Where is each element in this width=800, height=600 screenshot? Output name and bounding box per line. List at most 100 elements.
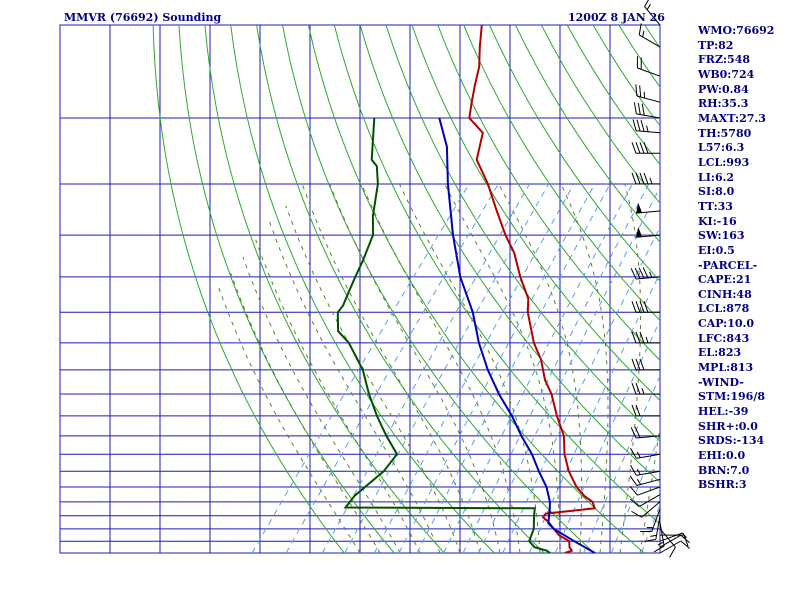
index-value: MPL:813: [698, 361, 754, 375]
index-value: BRN:7.0: [698, 463, 750, 477]
dry-adiabat: [437, 25, 660, 362]
index-value: CINH:48: [698, 287, 752, 301]
wind-barb: [636, 56, 661, 77]
index-value: MAXT:27.3: [698, 111, 766, 125]
wind-barb-feather: [637, 102, 641, 115]
wind-barb-half-feather: [636, 478, 642, 485]
dry-adiabat: [256, 25, 545, 553]
wind-barb: [631, 501, 661, 518]
moist-adiabat: [560, 183, 609, 553]
moist-adiabat: [230, 272, 381, 553]
moist-adiabat: [498, 183, 583, 553]
wind-barb-half-feather: [646, 125, 649, 132]
dry-adiabat: [152, 25, 345, 553]
wind-barb: [630, 464, 661, 476]
sounding-traces: [336, 25, 597, 553]
wind-barb: [629, 485, 661, 496]
index-value: L57:6.3: [698, 141, 745, 155]
wind-barb-feather: [644, 0, 651, 7]
wind-barb-feather: [635, 331, 641, 344]
wind-barb-feather: [639, 331, 645, 344]
mixing-ratio-line: [528, 272, 660, 553]
wind-barb-half-feather: [643, 91, 646, 99]
wind-barb-feather: [634, 426, 641, 438]
wind-barb-feather: [642, 267, 649, 279]
index-value: LCL:993: [698, 155, 750, 169]
wind-barb-feather: [630, 427, 637, 439]
index-value: EL:823: [698, 346, 742, 360]
mixing-ratio-line: [285, 183, 499, 553]
index-value: LCL:878: [698, 302, 750, 316]
moist-adiabat: [619, 183, 642, 553]
wind-barb-feather: [639, 85, 642, 98]
wind-barb-pennant: [636, 202, 643, 214]
index-value: SW:163: [698, 229, 745, 243]
wind-barb-feather: [639, 142, 645, 154]
dry-adiabat: [411, 25, 660, 402]
wind-barb-staff: [659, 528, 676, 548]
wind-barb-feather: [631, 172, 637, 185]
wind-barb-feather: [635, 84, 638, 97]
wind-barb-feather: [640, 530, 652, 532]
index-value: TH:5780: [698, 126, 752, 140]
wind-barb-feather: [631, 510, 642, 518]
wind-barb-half-feather: [649, 271, 653, 278]
wind-barb-staff: [636, 210, 661, 214]
wind-barb: [653, 522, 665, 553]
wind-barb-feather: [643, 172, 649, 185]
wind-barb-half-feather: [650, 534, 657, 537]
wind-barb-feather: [630, 268, 637, 280]
wind-barb-feather: [631, 331, 637, 344]
moist-adiabat: [361, 183, 521, 553]
wind-barb-staff: [655, 515, 661, 540]
wind-barb: [660, 534, 689, 547]
wind-barb: [629, 494, 661, 508]
wind-barb: [633, 102, 661, 119]
wind-barb-feather: [638, 23, 642, 35]
mixing-ratio-line: [443, 183, 633, 553]
wind-barb-feather: [635, 382, 641, 395]
chart-datetime: 1200Z 8 JAN 26: [568, 11, 665, 24]
mixing-ratio-line: [462, 183, 650, 553]
wind-barb-half-feather: [649, 177, 653, 185]
mixing-ratio-line: [583, 375, 660, 553]
wind-barb: [659, 540, 691, 554]
wind-barb: [644, 0, 661, 26]
index-value: PW:0.84: [698, 82, 749, 96]
wind-barb-feather: [630, 447, 637, 459]
wind-barb-feather: [629, 485, 638, 496]
wind-barb-feather: [635, 301, 641, 313]
wind-barb: [635, 84, 661, 103]
wind-barb: [631, 358, 660, 371]
wind-barb-staff: [636, 234, 661, 238]
isobar-isotherm-grid: [59, 24, 661, 554]
index-value: TP:82: [698, 38, 734, 52]
index-value: RH:35.3: [698, 97, 749, 111]
dry-adiabat: [204, 25, 445, 553]
wind-barb: [631, 382, 660, 395]
index-value: LFC:843: [698, 331, 750, 345]
wind-barb-feather: [680, 540, 691, 549]
dry-adiabat: [230, 25, 495, 553]
parcel-trace: [438, 117, 596, 553]
mixing-ratio-line: [344, 183, 550, 553]
wind-barb-feather: [629, 498, 640, 507]
dry-adiabat: [385, 25, 660, 442]
wind-barb: [629, 475, 661, 486]
wind-barb-feather: [636, 119, 641, 132]
wind-barb-half-feather: [642, 30, 645, 38]
index-value: LI:6.2: [698, 170, 735, 184]
index-value: WB0:724: [698, 67, 755, 81]
wind-barb-pennant: [636, 226, 643, 238]
index-value: EHI:0.0: [698, 449, 746, 463]
wind-barb-feather: [634, 267, 641, 279]
wind-barb-feather: [641, 103, 645, 116]
index-value: KI:-16: [698, 214, 737, 228]
index-value: EI:0.5: [698, 243, 735, 257]
wind-barb: [638, 23, 661, 48]
mixing-ratio-line: [398, 183, 596, 553]
mixing-ratio-line: [554, 319, 660, 553]
wind-barb-half-feather: [646, 4, 651, 10]
